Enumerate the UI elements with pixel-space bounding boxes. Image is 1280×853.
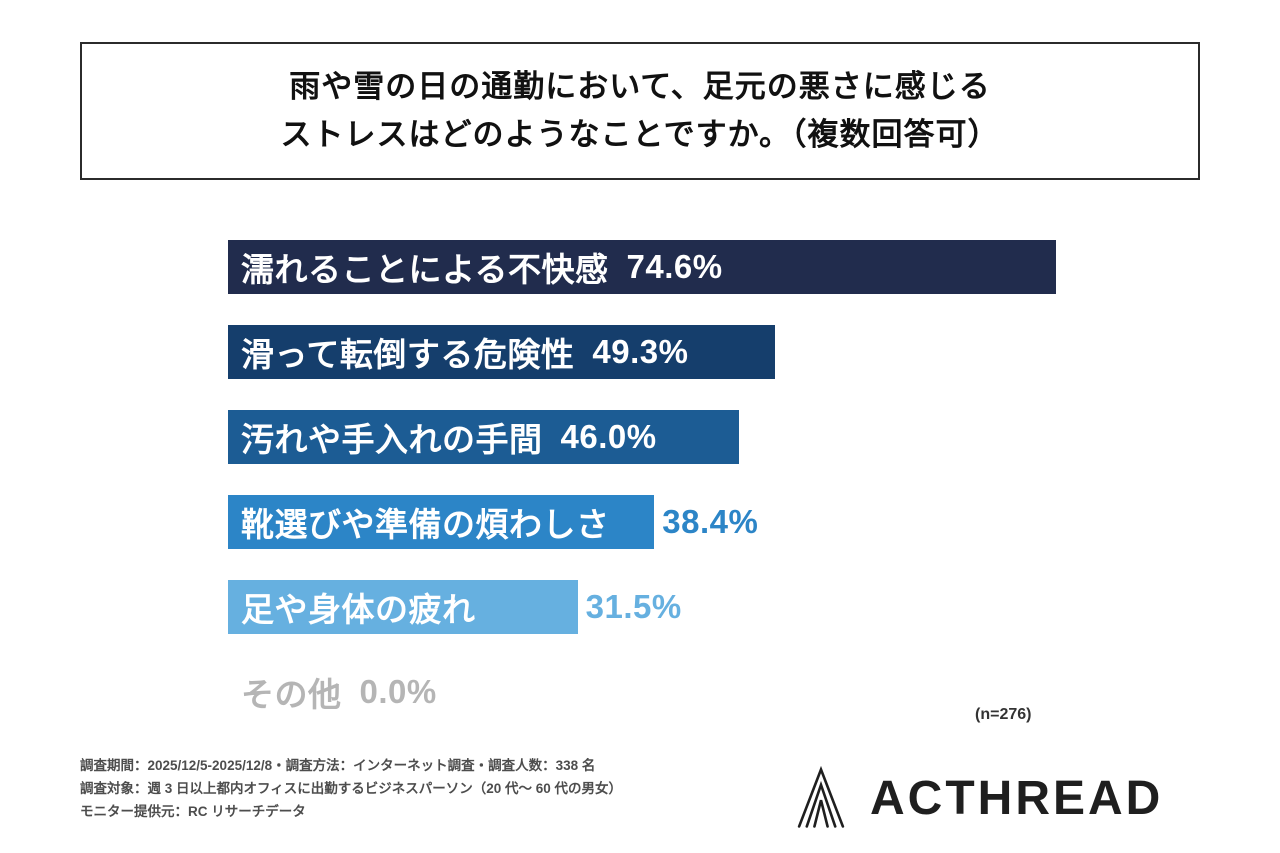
sample-size-label: (n=276): [975, 706, 1032, 723]
bar-value: 0.0%: [359, 673, 437, 710]
bar-chart: 濡れることによる不快感 74.6% 滑って転倒する危険性 49.3% 汚れや手入れの手間…: [228, 240, 1228, 750]
survey-monitor-line: モニター提供元：RC リサーチデータ: [80, 803, 306, 819]
bar-value: 31.5%: [585, 588, 682, 625]
bar-label: 滑って転倒する危険性: [241, 336, 575, 373]
survey-question-line1: 雨や雪の日の通勤において、足元の悪さに感じる: [289, 68, 991, 104]
bar-row: その他 0.0%: [228, 665, 1228, 719]
bar-label: 足や身体の疲れ: [241, 591, 476, 628]
survey-period-line: 調査期間：2025/12/5-2025/12/8・調査方法：インターネット調査・…: [80, 758, 596, 773]
logo-wordmark: ACTHREAD: [870, 771, 1164, 825]
bar-label: その他: [241, 676, 342, 713]
bar-value: 74.6%: [626, 248, 723, 285]
bar-label: 濡れることによる不快感: [241, 251, 609, 288]
bar: その他 0.0%: [228, 665, 436, 719]
bar: 足や身体の疲れ 31.5%: [228, 580, 681, 634]
survey-methodology-note: 調査期間：2025/12/5-2025/12/8・調査方法：インターネット調査・…: [80, 755, 740, 824]
bar-value: 49.3%: [592, 333, 689, 370]
acthread-logo: ACTHREAD: [786, 758, 1206, 838]
bar-row: 滑って転倒する危険性 49.3%: [228, 325, 1228, 379]
bar-label: 汚れや手入れの手間: [241, 421, 543, 458]
bar-value: 46.0%: [560, 418, 657, 455]
bar: 靴選びや準備の煩わしさ 38.4%: [228, 495, 758, 549]
bar-label: 靴選びや準備の煩わしさ: [241, 506, 610, 543]
survey-question-box: 雨や雪の日の通勤において、足元の悪さに感じる ストレスはどのようなことですか。（…: [80, 42, 1200, 180]
bar-value: 38.4%: [662, 503, 759, 540]
bar: 汚れや手入れの手間 46.0%: [228, 410, 739, 464]
bar-row: 濡れることによる不快感 74.6%: [228, 240, 1228, 294]
survey-target-line: 調査対象：週 3 日以上都内オフィスに出勤するビジネスパーソン（20 代〜 60…: [80, 780, 623, 796]
bar: 滑って転倒する危険性 49.3%: [228, 325, 776, 379]
survey-question-line2: ストレスはどのようなことですか。（複数回答可）: [280, 117, 1000, 152]
layered-pyramid-icon: [797, 765, 845, 828]
bar: 濡れることによる不快感 74.6%: [228, 240, 1057, 294]
bar-row: 靴選びや準備の煩わしさ 38.4%: [228, 495, 1228, 549]
bar-row: 足や身体の疲れ 31.5%: [228, 580, 1228, 634]
bar-row: 汚れや手入れの手間 46.0%: [228, 410, 1228, 464]
